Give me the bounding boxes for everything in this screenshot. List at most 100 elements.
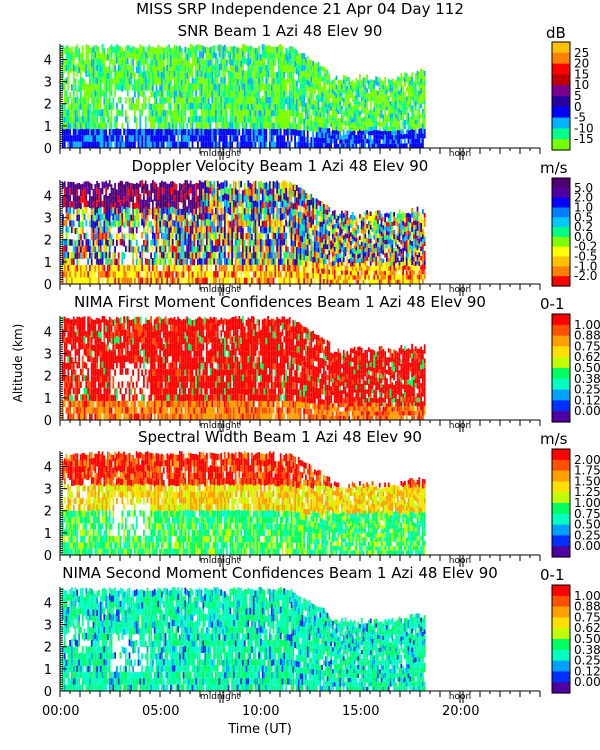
heatmap-cell (258, 97, 260, 104)
heatmap-cell (395, 126, 397, 131)
heatmap-cell (189, 50, 192, 57)
heatmap-cell (69, 201, 71, 208)
heatmap-cell (197, 214, 199, 221)
heatmap-cell (143, 52, 145, 60)
heatmap-cell (132, 271, 134, 278)
heatmap-cell (168, 109, 170, 116)
heatmap-cell (152, 212, 154, 220)
heatmap-cell (139, 76, 142, 84)
heatmap-cell (119, 238, 122, 246)
heatmap-cell (288, 232, 291, 240)
heatmap-cell (393, 110, 395, 115)
heatmap-cell (166, 122, 169, 129)
heatmap-cell (209, 72, 212, 79)
heatmap-cell (263, 208, 266, 215)
heatmap-cell (108, 103, 111, 110)
heatmap-cell (207, 238, 210, 246)
heatmap-cell (238, 110, 241, 117)
heatmap-cell (306, 200, 309, 206)
heatmap-cell (157, 225, 160, 233)
heatmap-cell (101, 57, 104, 64)
heatmap-cell (90, 123, 93, 130)
heatmap-cell (164, 220, 167, 227)
heatmap-cell (103, 48, 106, 55)
heatmap-cell (274, 53, 277, 60)
heatmap-cell (270, 97, 273, 104)
heatmap-cell (146, 202, 149, 210)
heatmap-cell (227, 96, 230, 103)
heatmap-cell (121, 264, 124, 272)
heatmap-cell (414, 134, 417, 139)
heatmap-cell (80, 116, 82, 123)
heatmap-cell (287, 141, 289, 148)
heatmap-cell (112, 239, 115, 246)
heatmap-cell (139, 63, 142, 71)
heatmap-cell (314, 246, 316, 252)
heatmap-cell (279, 271, 282, 278)
heatmap-cell (94, 227, 97, 234)
heatmap-cell (173, 252, 176, 259)
heatmap-cell (74, 227, 77, 235)
heatmap-cell (117, 220, 120, 228)
heatmap-cell (110, 89, 113, 97)
heatmap-cell (197, 277, 199, 284)
heatmap-cell (108, 206, 111, 213)
heatmap-cell (188, 135, 190, 142)
heatmap-cell (144, 70, 147, 78)
heatmap-cell (121, 258, 124, 265)
heatmap-cell (166, 277, 169, 284)
heatmap-cell (398, 130, 401, 135)
heatmap-cell (278, 208, 280, 215)
heatmap-cell (231, 129, 233, 136)
heatmap-cell (99, 239, 102, 246)
heatmap-cell (189, 219, 192, 226)
heatmap-cell (274, 78, 277, 85)
heatmap-cell (189, 128, 192, 135)
heatmap-cell (270, 66, 273, 73)
heatmap-cell (117, 208, 120, 215)
heatmap-cell (378, 86, 381, 91)
heatmap-cell (222, 71, 224, 78)
heatmap-cell (83, 213, 86, 221)
heatmap-cell (251, 190, 253, 197)
heatmap-cell (393, 127, 395, 132)
heatmap-cell (197, 70, 199, 77)
heatmap-cell (270, 264, 273, 272)
heatmap-cell (269, 122, 271, 129)
heatmap-cell (368, 84, 370, 89)
heatmap-cell (234, 252, 237, 259)
heatmap-cell (180, 98, 183, 105)
heatmap-cell (121, 85, 124, 92)
heatmap-cell (281, 207, 284, 214)
heatmap-cell (382, 135, 385, 140)
heatmap-cell (218, 51, 221, 58)
heatmap-cell (339, 101, 341, 106)
heatmap-cell (242, 128, 244, 135)
heatmap-cell (324, 77, 327, 83)
heatmap-cell (312, 137, 314, 143)
heatmap-cell (342, 138, 345, 144)
heatmap-cell (144, 245, 147, 252)
heatmap-cell (359, 129, 361, 135)
heatmap-cell (393, 118, 395, 123)
heatmap-cell (112, 46, 115, 53)
heatmap-cell (161, 277, 163, 284)
heatmap-cell (299, 130, 302, 137)
heatmap-cell (222, 277, 224, 284)
heatmap-cell (303, 231, 305, 237)
heatmap-cell (301, 76, 304, 83)
heatmap-cell (287, 259, 289, 266)
heatmap-cell (270, 245, 273, 253)
heatmap-cell (198, 135, 201, 142)
heatmap-cell (69, 123, 71, 130)
heatmap-cell (164, 207, 167, 214)
heatmap-cell (366, 125, 368, 130)
heatmap-cell (288, 200, 291, 208)
heatmap-cell (78, 201, 80, 209)
heatmap-cell (186, 141, 188, 148)
heatmap-cell (351, 93, 354, 98)
heatmap-cell (220, 195, 223, 202)
heatmap-cell (191, 196, 194, 203)
heatmap-cell (76, 195, 79, 203)
heatmap-cell (258, 194, 260, 201)
